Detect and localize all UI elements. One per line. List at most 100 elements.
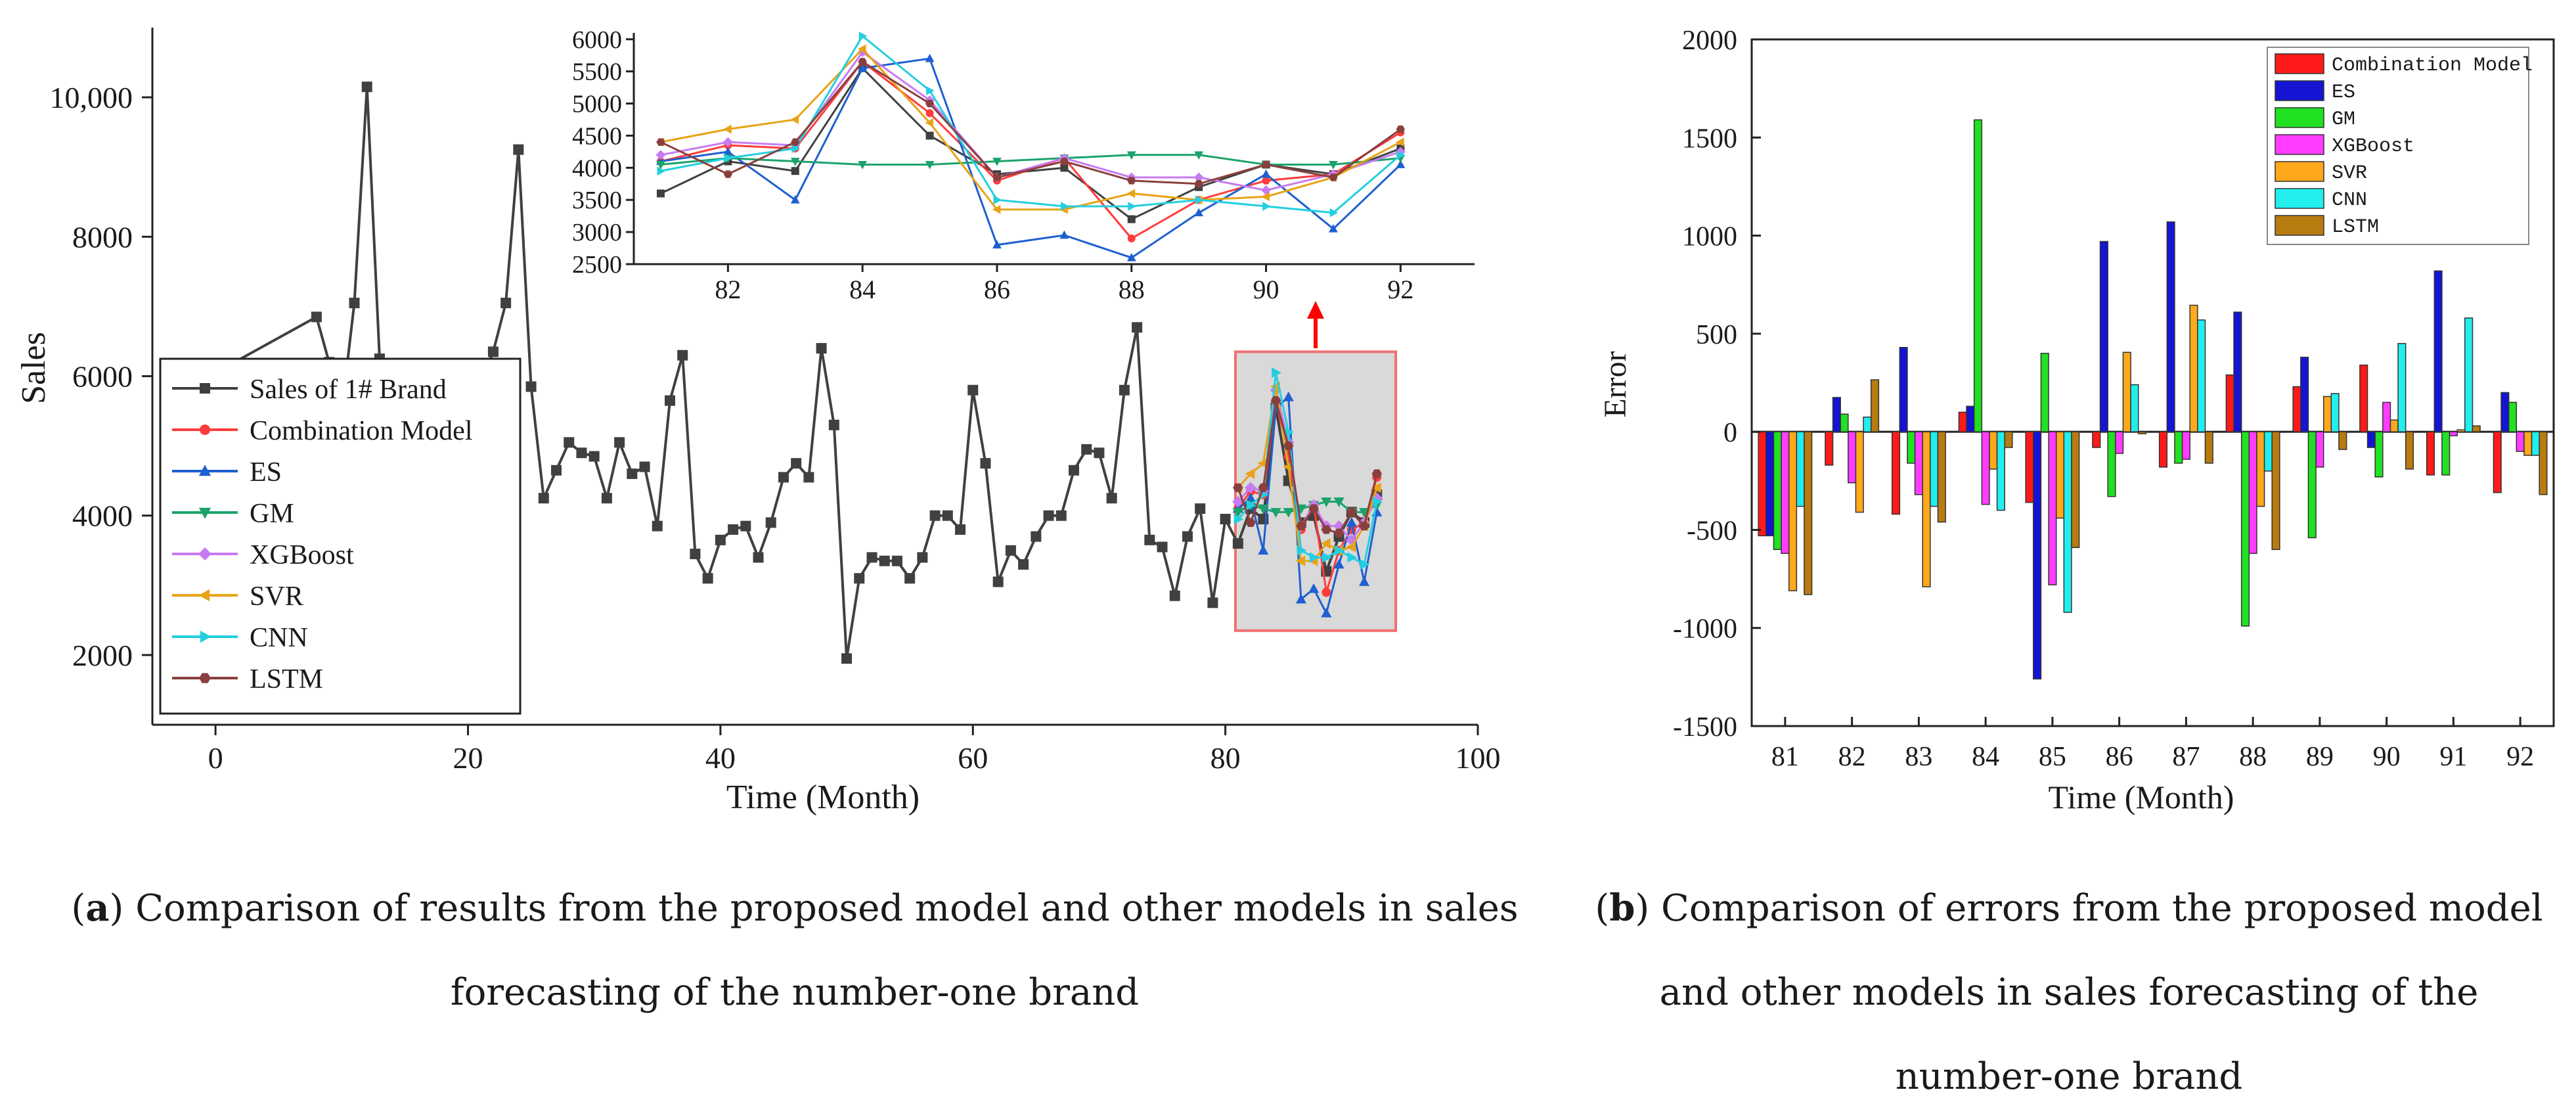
chart-b-bar-err_xgboost: [1781, 431, 1790, 555]
chart-b-bar-err_es: [2500, 392, 2510, 432]
chart-b-x-tick-label: 81: [1771, 742, 1799, 772]
chart-a-inset-line-lstm: [660, 60, 1402, 185]
chart-a-point-xgboost: [1245, 482, 1256, 494]
chart-a-point-sales: [627, 468, 638, 480]
chart-a-x-axis-label: Time (Month): [726, 779, 920, 816]
chart-a-point-sales: [942, 510, 953, 521]
chart-a-point-cnn: [1335, 545, 1344, 556]
chart-a-point-cnn: [1322, 552, 1332, 563]
chart-b-bar-err_lstm: [1937, 431, 1946, 523]
chart-b-legend-label: ES: [2332, 81, 2355, 104]
chart-b-bar-err_svr: [2456, 429, 2466, 432]
chart-b-legend-swatch: [2275, 107, 2324, 128]
chart-b-bar-err_gm: [2508, 401, 2518, 432]
chart-b-x-tick-label: 87: [2172, 742, 2200, 772]
chart-a-point-sales: [1157, 541, 1168, 553]
chart-b-legend-label: CNN: [2332, 189, 2367, 212]
chart-a-point-gm: [1270, 508, 1281, 518]
chart-b-bar-err_gm: [2307, 431, 2317, 539]
chart-a-zoom-arrow: [1307, 301, 1324, 348]
chart-b-bar-err_xgboost: [2115, 431, 2124, 454]
chart-a-legend: Sales of 1# Brand Combination Model ES GM XG…: [159, 357, 522, 715]
chart-a-inset-point-sales: [656, 189, 665, 198]
chart-a-inset-point-cnn: [926, 86, 935, 95]
chart-b-bar-err_xgboost: [2248, 431, 2257, 555]
chart-a-point-lstm: [1245, 518, 1256, 527]
chart-a-inset-point-es: [858, 63, 868, 72]
chart-b-bar-err_combination: [1891, 431, 1901, 515]
chart-a-inset-point-lstm: [1329, 173, 1338, 181]
chart-a-point-sales: [879, 555, 890, 566]
chart-a-point-svr: [1320, 538, 1331, 549]
chart-a-point-cnn: [1347, 552, 1358, 563]
chart-a-point-cnn: [1246, 499, 1256, 511]
chart-a-point-sales: [1068, 465, 1079, 476]
chart-b-frame: [1750, 38, 2555, 727]
chart-b-bar-err_cnn: [2197, 319, 2206, 432]
chart-a-point-cnn: [1372, 496, 1383, 507]
chart-a-inset-point-cnn: [1396, 150, 1406, 160]
chart-b-bar-err_es: [2433, 270, 2443, 432]
chart-a-point-lstm: [1321, 525, 1332, 534]
chart-a-inset-point-es: [1396, 160, 1406, 168]
chart-a-point-sales: [538, 493, 549, 504]
chart-a-point-sales: [715, 534, 726, 545]
chart-b-bar-err_combination: [2092, 431, 2101, 448]
chart-a-inset-point-es: [925, 53, 935, 62]
chart-a-inset-point-sales: [1060, 164, 1069, 172]
chart-b-legend-swatch: [2275, 134, 2324, 155]
chart-b-bar-err_es: [2166, 221, 2175, 432]
chart-b-bar-err_xgboost: [2516, 431, 2525, 452]
chart-a-point-lstm: [1270, 396, 1281, 405]
chart-b-x-tick-label: 88: [2239, 742, 2267, 772]
caption-a-label: a: [85, 886, 110, 930]
chart-a-series-sales: [223, 81, 1383, 664]
chart-b-legend-label: LSTM: [2332, 216, 2379, 239]
chart-a-point-sales: [349, 298, 360, 309]
chart-a-point-cnn: [1272, 367, 1281, 378]
chart-b-legend-swatch: [2275, 161, 2324, 182]
chart-b-bar-err_xgboost: [2449, 431, 2458, 436]
chart-a-inset-y-tick-label: 3000: [572, 219, 622, 246]
chart-a-inset-point-gm: [656, 161, 665, 170]
chart-a-inset-point-svr: [790, 115, 799, 124]
chart-a-inset-point-lstm: [1396, 125, 1405, 133]
chart-b-bar-err_gm: [1973, 119, 1983, 432]
chart-a-inset-point-lstm: [858, 58, 867, 66]
chart-a-inset-series-es: [656, 53, 1406, 262]
chart-b-ticks: -1500 -1000 -500 0 500 1000 1500 2000 81 82 83 84 85…: [1673, 26, 2534, 772]
chart-a-inset-x-tick-label: 88: [1119, 275, 1145, 304]
chart-a-inset-point-gm: [1126, 151, 1136, 160]
chart-b-bar-err_cnn: [2263, 431, 2273, 472]
chart-a-inset-point-sales: [1127, 215, 1136, 223]
chart-a-point-svr: [1371, 482, 1381, 493]
chart-b-y-tick-label: -1500: [1673, 712, 1737, 742]
chart-a-inset-x-tick-label: 90: [1253, 275, 1279, 304]
chart-b-bar-err_gm: [1840, 413, 1849, 432]
chart-b-bar-err_es: [2300, 356, 2309, 432]
chart-b-bar-err_es: [2099, 240, 2108, 432]
chart-b-bar-err_cnn: [2063, 431, 2072, 613]
caption-a-text: ) Comparison of results from the propose…: [109, 887, 1519, 1014]
chart-a-inset-point-gm: [1194, 151, 1204, 160]
chart-a-point-sales: [765, 517, 776, 528]
chart-b-bar-err_lstm: [2338, 431, 2347, 450]
chart-a-point-sales: [816, 343, 827, 354]
chart-b-bar-err_lstm: [2271, 431, 2280, 551]
chart-a-legend-swatch-marker: [200, 630, 211, 643]
chart-a-point-sales: [551, 465, 562, 476]
chart-a-point-sales: [891, 555, 902, 566]
chart-a-inset-y-tick-label: 6000: [572, 26, 622, 54]
chart-a-inset-point-svr: [857, 44, 866, 54]
chart-a-inset-point-cnn: [1060, 202, 1069, 211]
chart-a-point-sales: [917, 552, 928, 563]
chart-a-point-lstm: [1233, 483, 1243, 492]
chart-a-point-sales: [740, 520, 751, 532]
chart-a-point-lstm: [1359, 521, 1369, 531]
chart-a-inset-point-cnn: [993, 195, 1002, 205]
caption-b-text: ) Comparison of errors from the proposed…: [1635, 887, 2543, 1098]
chart-a-legend-label: Sales of 1# Brand: [250, 375, 447, 405]
chart-b-bar-err_es: [2366, 431, 2376, 448]
chart-a-inset-series-lstm: [656, 58, 1405, 188]
chart-a-x-tick-label: 80: [1210, 741, 1241, 775]
